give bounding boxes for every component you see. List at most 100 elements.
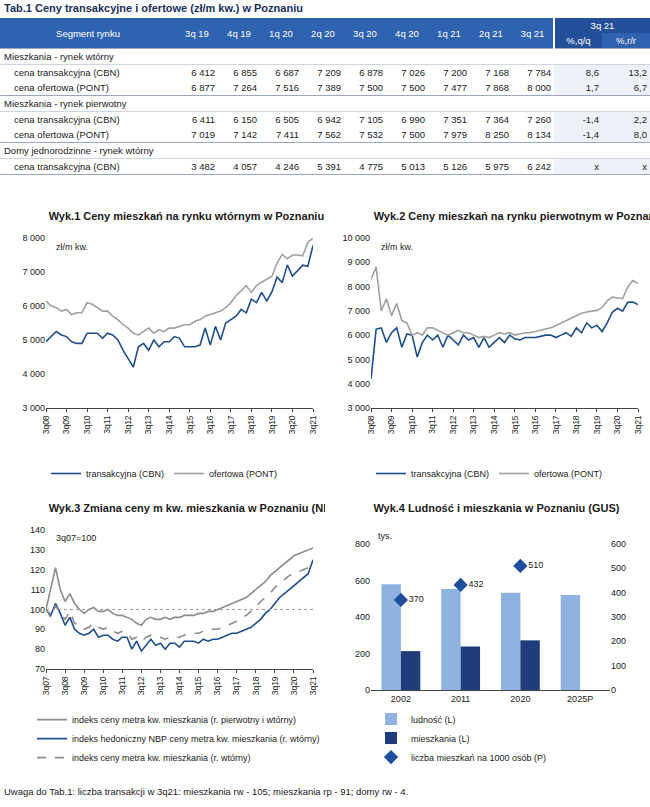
svg-text:100: 100 bbox=[30, 605, 45, 615]
svg-text:3q12: 3q12 bbox=[123, 415, 133, 434]
svg-text:2020: 2020 bbox=[510, 694, 530, 704]
svg-text:tys.: tys. bbox=[378, 531, 392, 541]
svg-text:5 000: 5 000 bbox=[347, 355, 370, 365]
svg-text:Wyk.2 Ceny mieszkań na rynku p: Wyk.2 Ceny mieszkań na rynku pierwotnym … bbox=[374, 210, 650, 222]
svg-text:3q09: 3q09 bbox=[61, 415, 71, 434]
svg-text:3q20: 3q20 bbox=[289, 676, 299, 695]
svg-text:500: 500 bbox=[611, 563, 626, 573]
svg-text:2025P: 2025P bbox=[567, 694, 593, 704]
svg-text:3q10: 3q10 bbox=[98, 676, 108, 695]
svg-text:400: 400 bbox=[355, 612, 370, 622]
svg-text:100: 100 bbox=[611, 661, 626, 671]
svg-text:3q07: 3q07 bbox=[41, 676, 51, 695]
svg-text:3 000: 3 000 bbox=[347, 403, 370, 413]
svg-text:3q14: 3q14 bbox=[489, 415, 499, 434]
svg-text:130: 130 bbox=[30, 545, 45, 555]
svg-text:3q15: 3q15 bbox=[193, 676, 203, 695]
svg-text:600: 600 bbox=[611, 539, 626, 549]
svg-text:800: 800 bbox=[355, 539, 370, 549]
svg-text:3q12: 3q12 bbox=[136, 676, 146, 695]
svg-text:3q17: 3q17 bbox=[551, 415, 561, 434]
svg-text:indeks ceny metra kw. mieszkan: indeks ceny metra kw. mieszkania (r. pie… bbox=[72, 715, 296, 725]
svg-text:3q20: 3q20 bbox=[287, 415, 297, 434]
svg-text:6 000: 6 000 bbox=[347, 330, 370, 340]
svg-text:3q07=100: 3q07=100 bbox=[56, 533, 96, 543]
svg-text:4 000: 4 000 bbox=[22, 369, 45, 379]
svg-text:Wyk.3 Zmiana ceny m kw. mieszk: Wyk.3 Zmiana ceny m kw. mieszkania w Poz… bbox=[49, 502, 325, 514]
svg-text:432: 432 bbox=[469, 579, 484, 589]
svg-text:3q16: 3q16 bbox=[212, 676, 222, 695]
svg-text:3q11: 3q11 bbox=[102, 415, 112, 434]
svg-text:3q11: 3q11 bbox=[117, 676, 127, 695]
svg-text:3q10: 3q10 bbox=[82, 415, 92, 434]
svg-text:140: 140 bbox=[30, 525, 45, 535]
svg-text:3q08: 3q08 bbox=[41, 415, 51, 434]
svg-text:ofertowa (PONT): ofertowa (PONT) bbox=[534, 469, 602, 479]
svg-text:4 000: 4 000 bbox=[347, 379, 370, 389]
svg-text:3q12: 3q12 bbox=[448, 415, 458, 434]
svg-text:3q09: 3q09 bbox=[386, 415, 396, 434]
svg-text:3q08: 3q08 bbox=[60, 676, 70, 695]
svg-text:3q18: 3q18 bbox=[571, 415, 581, 434]
svg-text:3q09: 3q09 bbox=[79, 676, 89, 695]
svg-text:3q14: 3q14 bbox=[164, 415, 174, 434]
svg-text:transakcyjna (CBN): transakcyjna (CBN) bbox=[86, 469, 164, 479]
svg-text:3q19: 3q19 bbox=[592, 415, 602, 434]
svg-text:6 000: 6 000 bbox=[22, 301, 45, 311]
svg-text:mieszkania (L): mieszkania (L) bbox=[411, 734, 470, 744]
svg-text:3q18: 3q18 bbox=[246, 415, 256, 434]
svg-text:120: 120 bbox=[30, 565, 45, 575]
svg-text:3q13: 3q13 bbox=[143, 415, 153, 434]
svg-text:zł/m kw.: zł/m kw. bbox=[381, 242, 413, 252]
svg-text:8 000: 8 000 bbox=[22, 233, 45, 243]
svg-text:ludność (L): ludność (L) bbox=[411, 715, 456, 725]
svg-text:510: 510 bbox=[528, 560, 543, 570]
svg-text:110: 110 bbox=[31, 585, 45, 595]
svg-text:9 000: 9 000 bbox=[347, 257, 370, 267]
svg-text:3q18: 3q18 bbox=[251, 676, 261, 695]
svg-text:3q21: 3q21 bbox=[633, 415, 643, 434]
svg-text:3q21: 3q21 bbox=[308, 676, 318, 695]
svg-text:600: 600 bbox=[355, 576, 370, 586]
svg-text:0: 0 bbox=[611, 685, 616, 695]
svg-text:3q19: 3q19 bbox=[267, 415, 277, 434]
svg-text:liczba mieszkań na 1000 osób (: liczba mieszkań na 1000 osób (P) bbox=[411, 753, 546, 763]
svg-text:3q10: 3q10 bbox=[407, 415, 417, 434]
svg-text:3q11: 3q11 bbox=[427, 415, 437, 434]
svg-text:3q15: 3q15 bbox=[510, 415, 520, 434]
svg-text:3q13: 3q13 bbox=[468, 415, 478, 434]
svg-text:400: 400 bbox=[611, 588, 626, 598]
svg-text:90: 90 bbox=[35, 624, 45, 634]
svg-text:370: 370 bbox=[409, 594, 424, 604]
svg-text:0: 0 bbox=[365, 685, 370, 695]
svg-text:3 000: 3 000 bbox=[22, 403, 45, 413]
svg-text:3q20: 3q20 bbox=[612, 415, 622, 434]
svg-text:3q16: 3q16 bbox=[530, 415, 540, 434]
svg-text:3q19: 3q19 bbox=[270, 676, 280, 695]
svg-text:5 000: 5 000 bbox=[22, 335, 45, 345]
svg-text:transakcyjna (CBN): transakcyjna (CBN) bbox=[411, 469, 489, 479]
svg-text:200: 200 bbox=[355, 649, 370, 659]
svg-text:3q14: 3q14 bbox=[174, 676, 184, 695]
svg-text:7 000: 7 000 bbox=[22, 267, 45, 277]
svg-text:zł/m kw.: zł/m kw. bbox=[56, 242, 88, 252]
svg-text:80: 80 bbox=[35, 644, 45, 654]
svg-text:ofertowa (PONT): ofertowa (PONT) bbox=[209, 469, 277, 479]
svg-text:3q16: 3q16 bbox=[205, 415, 215, 434]
svg-text:2002: 2002 bbox=[391, 694, 411, 704]
svg-text:2011: 2011 bbox=[451, 694, 470, 704]
svg-text:10 000: 10 000 bbox=[342, 233, 370, 243]
svg-text:200: 200 bbox=[611, 636, 626, 646]
svg-text:8 000: 8 000 bbox=[347, 282, 370, 292]
svg-text:70: 70 bbox=[35, 664, 45, 674]
svg-text:Wyk.1 Ceny mieszkań na rynku w: Wyk.1 Ceny mieszkań na rynku wtórnym w P… bbox=[49, 210, 324, 222]
svg-text:3q17: 3q17 bbox=[231, 676, 241, 695]
svg-text:3q13: 3q13 bbox=[155, 676, 165, 695]
svg-text:3q17: 3q17 bbox=[226, 415, 236, 434]
svg-text:300: 300 bbox=[611, 612, 626, 622]
svg-text:indeks hedoniczny NBP ceny met: indeks hedoniczny NBP ceny metra kw. mie… bbox=[72, 734, 319, 744]
svg-text:indeks ceny metra kw. mieszkan: indeks ceny metra kw. mieszkania (r. wtó… bbox=[72, 753, 251, 763]
svg-text:3q08: 3q08 bbox=[366, 415, 376, 434]
svg-text:7 000: 7 000 bbox=[347, 306, 370, 316]
svg-text:3q15: 3q15 bbox=[185, 415, 195, 434]
